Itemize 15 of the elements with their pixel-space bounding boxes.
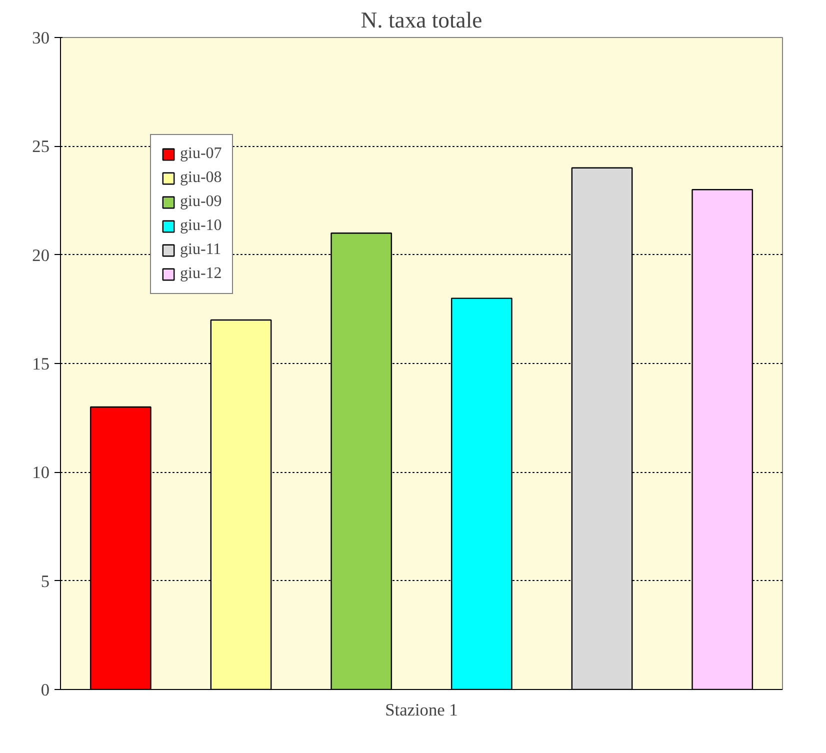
y-tick-label: 30 <box>32 28 50 48</box>
legend-label: giu-08 <box>180 169 222 187</box>
legend-label: giu-09 <box>180 193 222 211</box>
y-tick-label: 25 <box>32 137 50 156</box>
y-tick-label: 0 <box>40 680 50 700</box>
y-tick-label: 20 <box>32 246 50 265</box>
legend-label: giu-12 <box>180 265 222 283</box>
y-tick-label: 5 <box>40 572 50 591</box>
legend-label: giu-07 <box>180 145 222 163</box>
y-tick-label: 15 <box>32 354 50 374</box>
legend-label: giu-10 <box>180 217 222 235</box>
legend-label: giu-11 <box>180 241 222 259</box>
y-tick-label: 10 <box>32 463 50 482</box>
x-tick-label: Stazione 1 <box>385 700 458 720</box>
chart-title: N. taxa totale <box>360 8 482 32</box>
